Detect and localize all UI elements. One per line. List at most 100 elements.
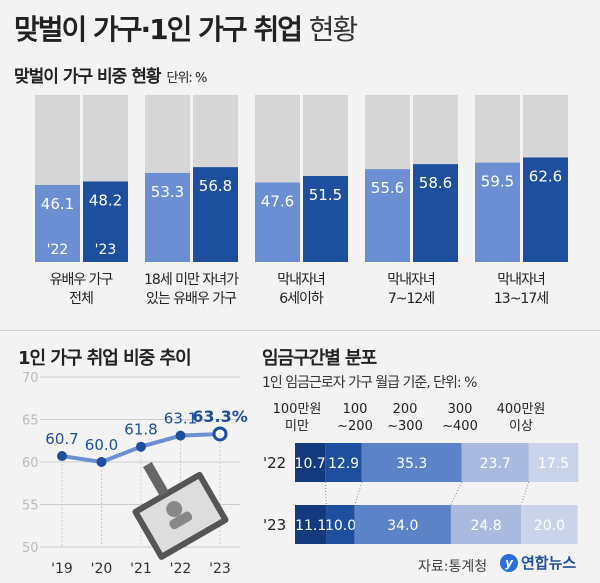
- segment-header: ~300: [387, 419, 423, 434]
- bar-value-label: 58.6: [419, 174, 452, 192]
- series-label: '23: [95, 242, 117, 258]
- segment-bar: [326, 505, 355, 544]
- data-point: [96, 457, 107, 467]
- connector-line: [324, 481, 327, 506]
- y-tick-label: 65: [22, 414, 39, 429]
- segment-value: 12.9: [328, 456, 359, 472]
- segment-bar: [521, 505, 578, 544]
- segment-header: 100만원: [273, 402, 322, 417]
- data-point: [175, 430, 186, 441]
- source-text: 자료:통계청: [418, 559, 488, 575]
- segment-header: 300: [448, 402, 473, 417]
- logo-icon: y: [500, 553, 518, 572]
- segment-value: 10.0: [325, 518, 356, 534]
- bar-'23: [303, 175, 348, 262]
- bar-value-label: 46.1: [41, 195, 74, 213]
- bar-value-label: 59.5: [481, 173, 514, 191]
- bar-'22: [35, 185, 80, 262]
- x-tick-label: '22: [170, 561, 192, 577]
- bar-'23: [523, 157, 568, 262]
- data-point: [136, 441, 146, 452]
- data-label: 60.0: [85, 436, 118, 454]
- chart1-title-text: 맞벌이 가구 비중 현황: [14, 67, 162, 87]
- bar-'23: [193, 167, 238, 262]
- category-label: 13~17세: [494, 291, 548, 307]
- segment-header: 200: [393, 402, 418, 417]
- category-label: 있는 유배우 가구: [146, 291, 237, 307]
- y-tick-label: 55: [22, 499, 39, 514]
- row-label: '22: [263, 454, 286, 472]
- category-label: 6세이하: [279, 291, 324, 307]
- segment-value: 23.7: [480, 456, 511, 472]
- category-label: 전체: [69, 291, 93, 307]
- chart1-unit: 단위: %: [166, 71, 208, 86]
- segment-header: 400만원: [497, 402, 546, 417]
- segment-bar: [450, 505, 522, 544]
- chart2-title: 1인 가구 취업 비중 추이: [18, 348, 192, 369]
- category-label: 막내자녀: [277, 272, 325, 288]
- category-label: 막내자녀: [387, 272, 435, 288]
- bar-'22: [145, 172, 190, 262]
- data-point: [57, 451, 67, 462]
- segment-header: 100: [343, 402, 368, 417]
- yonhap-logo: y 연합뉴스: [500, 552, 576, 573]
- data-label: 63.3%: [192, 407, 248, 426]
- badge-lanyard: [143, 462, 169, 497]
- bar-'23: [413, 164, 458, 262]
- chart1-title: 맞벌이 가구 비중 현황 단위: %: [14, 62, 208, 87]
- bar-'22: [475, 162, 520, 262]
- connector-line: [450, 481, 463, 506]
- bar-'22: [255, 182, 300, 262]
- title-regular: 현황: [308, 13, 359, 46]
- segment-value: 24.8: [470, 518, 501, 534]
- segment-value: 34.0: [387, 518, 418, 534]
- segment-bar: [361, 443, 462, 482]
- segment-bar: [325, 443, 362, 482]
- category-label: 7~12세: [388, 291, 434, 307]
- connector-line: [520, 481, 530, 506]
- data-label: 61.8: [124, 421, 157, 439]
- x-tick-label: '21: [130, 561, 152, 577]
- bar-value-label: 56.8: [199, 177, 232, 195]
- divider: [0, 330, 600, 331]
- row-label: '23: [263, 516, 286, 534]
- segment-bar: [295, 443, 326, 482]
- segment-header: ~400: [442, 419, 478, 434]
- x-tick-label: '19: [51, 561, 73, 577]
- data-label: 63.1: [164, 410, 197, 428]
- single-household-line-chart: 50 55 60 65 70 '19 '20 '21 '22 '23 60.7 60.0 61.8 63.…: [22, 371, 248, 577]
- bar-value-label: 62.6: [529, 167, 562, 185]
- series-label: '22: [47, 242, 69, 258]
- y-tick-label: 70: [22, 371, 39, 386]
- segment-value: 20.0: [534, 518, 565, 534]
- segment-header: ~200: [337, 419, 373, 434]
- segment-header: 이상: [509, 419, 533, 434]
- wage-distribution-chart: '22 '23 10.7 12.9 35.3 23.7 17.5 11.110.0 34.0 24…: [263, 402, 579, 544]
- bar-value-label: 51.5: [309, 186, 342, 204]
- segment-value: 10.7: [295, 456, 326, 472]
- chart3-subtitle: 1인 임금근로자 가구 월급 기준, 단위: %: [262, 375, 477, 391]
- bar-'23: [83, 181, 128, 262]
- bar-value-label: 47.6: [261, 193, 294, 211]
- segment-value: 17.5: [538, 456, 569, 472]
- segment-value: 11.1: [295, 518, 326, 534]
- category-label: 유배우 가구: [50, 272, 114, 288]
- y-tick-label: 50: [22, 541, 39, 556]
- connector-line: [354, 481, 363, 506]
- segment-value: 35.3: [396, 456, 427, 472]
- title-bold: 맞벌이 가구·1인 가구 취업: [14, 13, 303, 46]
- bar-value-label: 55.6: [371, 179, 404, 197]
- segment-bar: [528, 443, 579, 482]
- main-title: 맞벌이 가구·1인 가구 취업 현황: [14, 8, 359, 48]
- segment-bar: [354, 505, 451, 544]
- badge-person-body: [169, 511, 193, 530]
- bar-value-label: 48.2: [89, 192, 122, 210]
- segment-header: 미만: [285, 419, 309, 434]
- id-badge-icon: [132, 462, 229, 560]
- category-label: 18세 미만 자녀가: [144, 272, 239, 288]
- bar-'22: [365, 169, 410, 262]
- logo-text: 연합뉴스: [521, 554, 577, 572]
- segment-bar: [295, 505, 327, 544]
- chart3-title: 임금구간별 분포: [262, 348, 377, 369]
